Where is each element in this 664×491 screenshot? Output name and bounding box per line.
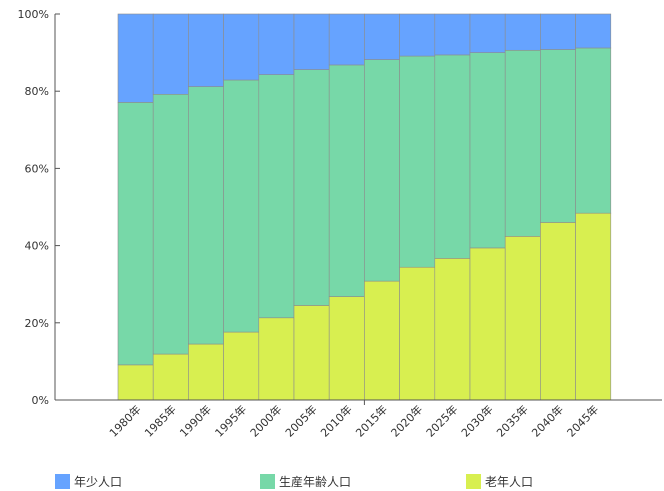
x-tick-label-2040: 2040年 [529,402,566,439]
bar-segment-series0-2020[interactable] [399,266,436,401]
bar-segment-series0-2000[interactable] [258,317,295,401]
bar-segment-series0-1995[interactable] [223,331,260,401]
bar-segment-series1-2000[interactable] [258,74,295,319]
bar-segment-series2-2000[interactable] [258,13,295,75]
x-tick-label-1990: 1990年 [177,402,214,439]
x-ticks-group: 1980年1985年1990年1995年2000年2005年2010年2015年… [106,400,601,440]
bar-segment-series0-2045[interactable] [575,212,612,401]
bar-segment-series1-1990[interactable] [188,86,224,345]
x-tick-label-2005: 2005年 [282,402,319,439]
x-tick-label-2045: 2045年 [564,402,601,439]
y-tick-label: 60% [25,162,49,175]
bar-segment-series1-1980[interactable] [117,102,154,366]
bar-segment-series2-2015[interactable] [364,13,400,60]
bar-segment-series0-2025[interactable] [434,258,471,401]
bar-segment-series2-2035[interactable] [504,13,541,51]
x-tick-label-1995: 1995年 [212,402,249,439]
legend-item-youth[interactable]: 年少人口 [55,472,122,490]
bar-segment-series2-2005[interactable] [293,13,330,70]
legend-label-elderly: 老年人口 [485,474,534,489]
x-tick-label-1985: 1985年 [141,402,178,439]
bar-segment-series2-2040[interactable] [540,13,576,50]
legend-swatch-elderly [466,473,481,489]
bar-segment-series2-1995[interactable] [223,13,260,81]
bar-segment-series2-2045[interactable] [575,13,612,49]
bar-segment-series1-2025[interactable] [434,54,471,259]
bar-segment-series0-1980[interactable] [117,364,154,401]
y-tick-label: 80% [25,85,49,98]
bar-segment-series1-1995[interactable] [223,79,260,333]
bar-segment-series1-2035[interactable] [504,49,541,237]
bar-segment-series0-1985[interactable] [152,353,189,401]
bar-segment-series0-1990[interactable] [188,343,224,401]
x-tick-label-2030: 2030年 [458,402,495,439]
legend-item-working-age[interactable]: 生産年齢人口 [260,472,351,490]
bar-segment-series1-2030[interactable] [469,52,506,249]
bars-group [117,13,612,401]
bar-segment-series0-2005[interactable] [293,305,330,401]
bar-segment-series0-2010[interactable] [328,296,365,401]
bar-segment-series1-2045[interactable] [575,47,612,214]
legend-item-elderly[interactable]: 老年人口 [466,472,533,490]
bar-segment-series1-2040[interactable] [540,49,576,223]
bar-segment-series2-1980[interactable] [117,13,154,103]
bar-segment-series2-2010[interactable] [328,13,365,66]
y-tick-label: 100% [18,8,49,21]
x-tick-label-2025: 2025年 [423,402,460,439]
y-ticks-group: 0% 20% 40% 60% 80% 100% [18,8,60,407]
x-tick-label-1980: 1980年 [106,402,143,439]
bar-segment-series2-1985[interactable] [152,13,189,95]
bar-segment-series1-2020[interactable] [399,55,436,268]
bar-segment-series2-1990[interactable] [188,13,224,87]
bar-segment-series2-2030[interactable] [469,13,506,53]
legend-swatch-youth [55,473,70,489]
bar-segment-series0-2035[interactable] [504,236,541,401]
bar-segment-series0-2015[interactable] [364,280,400,401]
y-tick-label: 0% [32,394,49,407]
bar-segment-series2-2020[interactable] [399,13,436,57]
legend: 年少人口 生産年齢人口 老年人口 [0,472,664,490]
stacked-bar-chart: 0%20%40%60%80%100% 1980年1985年1990年1995年2… [18,8,662,440]
bar-segment-series1-1985[interactable] [152,93,189,355]
legend-label-working-age: 生産年齢人口 [279,474,352,489]
x-tick-label-2010: 2010年 [317,402,354,439]
bar-segment-series2-2025[interactable] [434,13,471,56]
bar-segment-series1-2010[interactable] [328,64,365,297]
x-tick-label-2000: 2000年 [247,402,284,439]
x-tick-label-2035: 2035年 [493,402,530,439]
y-tick-label: 20% [25,317,49,330]
y-tick-label: 40% [25,240,49,253]
x-tick-label-2020: 2020年 [388,402,425,439]
bar-segment-series1-2005[interactable] [293,69,330,306]
legend-swatch-working-age [260,473,275,489]
bar-segment-series1-2015[interactable] [364,59,400,282]
bar-segment-series0-2030[interactable] [469,247,506,401]
x-tick-label-2015: 2015年 [353,402,390,439]
legend-label-youth: 年少人口 [74,474,123,489]
bar-segment-series0-2040[interactable] [540,222,576,401]
